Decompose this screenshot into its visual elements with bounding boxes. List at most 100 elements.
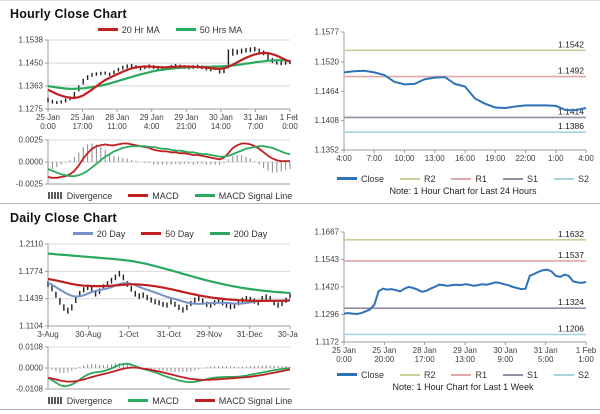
legend-item-macd-signal-line: MACD Signal Line (194, 191, 292, 201)
svg-text:30 Jan: 30 Jan (209, 113, 233, 122)
svg-text:1 Feb: 1 Feb (280, 113, 298, 122)
svg-text:28 Jan: 28 Jan (413, 346, 437, 355)
svg-text:1.1414: 1.1414 (558, 106, 584, 116)
legend-swatch (194, 194, 215, 197)
svg-text:30 Jan: 30 Jan (493, 346, 517, 355)
level-r1: 1.1537 (344, 250, 586, 262)
svg-text:1.1439: 1.1439 (19, 294, 44, 303)
legend-swatch (72, 232, 93, 235)
x-axis-labels: 4:00 7:00 10:00 13:00 16:00 19:00 22:00 1:00 4:0… (336, 150, 594, 163)
legend-swatch (97, 28, 118, 31)
macd-line (47, 362, 291, 388)
svg-text:13:00: 13:00 (425, 154, 446, 163)
legend-swatch (503, 373, 523, 376)
legend-label: 200 Day (233, 228, 268, 239)
legend-item-macd-signal-line: MACD Signal Line (194, 396, 292, 406)
hourly-price-legend: 20 Hr MA 50 Hrs MA (2, 23, 300, 36)
svg-text:0:00: 0:00 (282, 122, 298, 131)
svg-text:22:00: 22:00 (515, 154, 536, 163)
50-hrs-ma-line (47, 59, 291, 90)
weekly-sr-note: Note: 1 Hour Chart for Last 1 Week (392, 382, 534, 392)
svg-text:25 Jan: 25 Jan (332, 346, 356, 355)
svg-text:1-Oct: 1-Oct (119, 330, 139, 339)
svg-text:1.1577: 1.1577 (315, 28, 340, 37)
legend-swatch (451, 373, 472, 376)
legend-label: Close (360, 173, 384, 184)
svg-text:20:00: 20:00 (374, 355, 395, 364)
daily-close-panel: Daily Close Chart 20 Day 50 Day 200 Day 1.… (2, 208, 300, 406)
svg-text:0:00: 0:00 (40, 122, 56, 131)
legend-item-20-day: 20 Day (72, 229, 125, 239)
svg-text:29 Jan: 29 Jan (453, 346, 477, 355)
weekly-sr-panel: 1.1667 1.1543 1.1420 1.1296 1.1172 25 Jan 0:00… (302, 208, 598, 406)
svg-text:1.1275: 1.1275 (19, 105, 44, 114)
hourly-sr-panel: 1.1577 1.1520 1.1464 1.1408 1.1352 4:00 7:00 10… (302, 4, 598, 202)
svg-text:9:00: 9:00 (498, 355, 514, 364)
legend-item-50-day: 50 Day (141, 229, 194, 239)
legend-swatch (399, 373, 420, 376)
svg-text:7:00: 7:00 (366, 154, 382, 163)
svg-text:0.0000: 0.0000 (19, 158, 44, 167)
svg-text:17:00: 17:00 (73, 122, 94, 131)
legend-item-r2: R2 (399, 370, 435, 380)
level-s2: 1.1386 (344, 121, 586, 133)
legend-swatch (399, 177, 420, 180)
svg-text:5:00: 5:00 (538, 355, 554, 364)
legend-swatch (141, 232, 162, 235)
level-r2: 1.1632 (344, 229, 586, 241)
legend-item-divergence: Divergence (47, 396, 112, 406)
y-axis-labels: 0.0025 0.0000 -0.0025 (16, 136, 48, 189)
svg-text:31 Jan: 31 Jan (243, 113, 267, 122)
legend-swatch (47, 397, 63, 404)
hourly-chart-title: Hourly Close Chart (10, 7, 127, 21)
svg-text:1.1352: 1.1352 (315, 146, 340, 155)
svg-text:25 Jan: 25 Jan (71, 113, 95, 122)
svg-text:4:00: 4:00 (336, 154, 352, 163)
hourly-close-panel: Hourly Close Chart 20 Hr MA 50 Hrs MA 1.1… (2, 4, 300, 202)
20-hr-ma-line (47, 51, 291, 100)
svg-text:31 Jan: 31 Jan (534, 346, 558, 355)
legend-item-divergence: Divergence (47, 190, 113, 201)
close-line (343, 268, 587, 316)
svg-text:1.1386: 1.1386 (558, 121, 584, 131)
svg-text:29 Jan: 29 Jan (140, 113, 164, 122)
legend-swatch (47, 192, 63, 199)
divergence-bars (51, 363, 291, 374)
svg-text:14:00: 14:00 (211, 122, 232, 131)
legend-label: Divergence (66, 190, 113, 201)
svg-text:1.1324: 1.1324 (558, 297, 584, 307)
svg-text:7:00: 7:00 (248, 122, 264, 131)
svg-text:31-Oct: 31-Oct (157, 330, 182, 339)
bottom-divider (0, 409, 600, 410)
svg-text:1.1104: 1.1104 (19, 322, 43, 331)
level-r2: 1.1542 (344, 39, 586, 52)
daily-price-legend: 20 Day 50 Day 200 Day (2, 227, 300, 240)
svg-text:30-Jan: 30-Jan (278, 330, 298, 339)
daily-macd-legend: Divergence MACD MACD Signal Line (2, 394, 300, 407)
legend-label: 50 Day (165, 228, 194, 239)
svg-text:13:00: 13:00 (455, 355, 476, 364)
legend-swatch (336, 373, 357, 376)
level-s2: 1.1206 (344, 323, 586, 336)
svg-text:1.1420: 1.1420 (315, 282, 340, 291)
daily-chart-title: Daily Close Chart (10, 211, 117, 225)
legend-label: R2 (423, 173, 436, 184)
svg-text:25 Jan: 25 Jan (36, 113, 60, 122)
legend-item-r1: R1 (451, 174, 487, 184)
legend-label: 50 Hrs MA (199, 24, 243, 35)
svg-text:3-Aug: 3-Aug (37, 330, 58, 339)
macd-line (47, 142, 290, 179)
close-line (343, 69, 587, 112)
svg-text:17:00: 17:00 (415, 355, 436, 364)
svg-text:1.1538: 1.1538 (19, 36, 44, 45)
svg-text:-0.0025: -0.0025 (16, 180, 44, 189)
legend-item-close: Close (336, 173, 384, 184)
svg-text:11:00: 11:00 (107, 122, 127, 131)
legend-label: R1 (475, 173, 487, 184)
svg-text:19:00: 19:00 (485, 154, 506, 163)
svg-text:21:00: 21:00 (176, 122, 197, 131)
legend-swatch (451, 177, 472, 180)
